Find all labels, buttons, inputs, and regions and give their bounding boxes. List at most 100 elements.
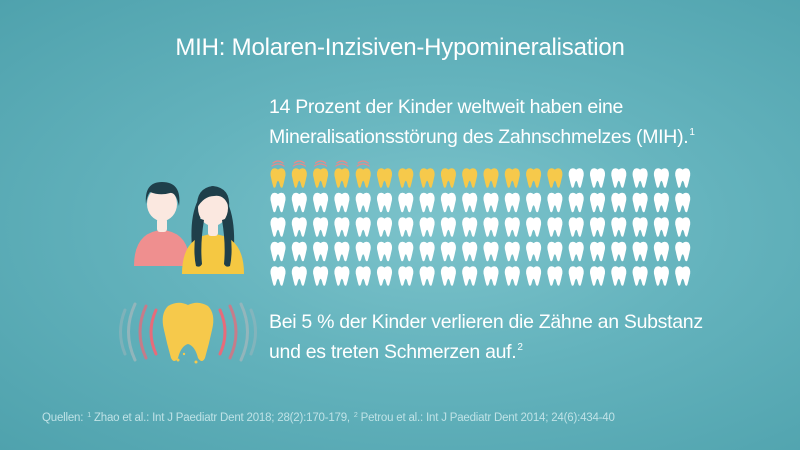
affected-tooth-icon	[483, 168, 499, 188]
healthy-tooth-icon	[334, 241, 350, 262]
healthy-tooth-icon	[526, 241, 542, 262]
healthy-tooth-icon	[653, 168, 669, 188]
healthy-tooth-icon	[547, 266, 563, 286]
healthy-tooth-icon	[675, 266, 691, 286]
healthy-tooth-icon	[589, 266, 606, 286]
affected-tooth-icon	[398, 168, 414, 188]
healthy-tooth-icon	[653, 266, 669, 286]
healthy-tooth-icon	[483, 217, 499, 237]
pain-marks-icon	[292, 160, 306, 167]
pain-marks-icon	[335, 160, 349, 167]
affected-tooth-icon	[291, 168, 307, 188]
healthy-tooth-icon	[270, 241, 286, 262]
girl-icon	[182, 186, 244, 274]
healthy-tooth-icon	[526, 217, 542, 237]
healthy-tooth-icon	[526, 192, 542, 213]
healthy-tooth-icon	[419, 266, 435, 286]
affected-tooth-icon	[270, 168, 286, 188]
healthy-tooth-icon	[504, 192, 520, 213]
healthy-tooth-icon	[462, 192, 478, 213]
affected-tooth-icon	[313, 168, 329, 188]
healthy-tooth-icon	[291, 217, 307, 237]
affected-tooth-icon	[355, 168, 371, 188]
source-ref-2: 2	[353, 412, 358, 419]
source-ref-1: 1	[87, 412, 91, 419]
healthy-tooth-icon	[653, 192, 669, 213]
healthy-tooth-icon	[675, 168, 691, 188]
statistic-mih-prevalence: 14 Prozent der Kinder weltweit haben ein…	[269, 94, 789, 150]
healthy-tooth-icon	[504, 266, 520, 286]
healthy-tooth-icon	[313, 217, 329, 237]
healthy-tooth-icon	[568, 241, 584, 262]
healthy-tooth-icon	[398, 266, 414, 286]
affected-tooth-icon	[334, 168, 350, 188]
healthy-tooth-icon	[440, 192, 456, 213]
healthy-tooth-icon	[589, 168, 606, 188]
healthy-tooth-icon	[589, 192, 606, 213]
healthy-tooth-icon	[419, 241, 435, 262]
affected-tooth-icon	[526, 168, 542, 188]
healthy-tooth-icon	[504, 241, 520, 262]
healthy-tooth-icon	[632, 217, 648, 237]
affected-tooth-icon	[547, 168, 563, 188]
healthy-tooth-icon	[632, 266, 648, 286]
healthy-tooth-icon	[675, 241, 691, 262]
healthy-tooth-icon	[611, 192, 627, 213]
healthy-tooth-icon	[653, 217, 669, 237]
pain-marks-icon	[356, 160, 370, 167]
statistic-pain-line-1: Bei 5 % der Kinder verlieren die Zähne a…	[269, 311, 703, 333]
healthy-tooth-icon	[419, 192, 435, 213]
healthy-tooth-icon	[483, 192, 499, 213]
source-text-2: Petrou et al.: Int J Paediatr Dent 2014;…	[360, 412, 615, 424]
healthy-tooth-icon	[504, 217, 520, 237]
healthy-tooth-icon	[376, 192, 393, 213]
affected-tooth-icon	[504, 168, 520, 188]
healthy-tooth-icon	[398, 241, 414, 262]
healthy-tooth-icon	[483, 241, 499, 262]
healthy-tooth-icon	[462, 241, 478, 262]
sources-footnote: Quellen: 1 Zhao et al.: Int J Paediatr D…	[42, 412, 782, 424]
healthy-tooth-icon	[611, 241, 627, 262]
healthy-tooth-icon	[355, 217, 371, 237]
healthy-tooth-icon	[398, 217, 414, 237]
healthy-tooth-icon	[376, 241, 393, 262]
healthy-tooth-icon	[334, 266, 350, 286]
healthy-tooth-icon	[653, 241, 669, 262]
footnote-ref-1: 1	[689, 127, 695, 138]
affected-tooth-icon	[376, 168, 393, 188]
source-text-1: Zhao et al.: Int J Paediatr Dent 2018; 2…	[93, 412, 350, 424]
affected-tooth-icon	[462, 168, 478, 188]
statistic-mih-line-2-text: Mineralisationsstörung des Zahnschmelzes…	[269, 126, 689, 148]
healthy-tooth-icon	[632, 241, 648, 262]
pain-tooth-icon	[119, 302, 257, 364]
healthy-tooth-icon	[611, 168, 627, 188]
boy-icon	[134, 182, 190, 266]
healthy-tooth-icon	[675, 217, 691, 237]
affected-tooth-icon	[440, 168, 456, 188]
healthy-tooth-icon	[355, 192, 371, 213]
pain-marks-icon	[313, 160, 328, 167]
healthy-tooth-icon	[270, 266, 286, 286]
healthy-tooth-icon	[462, 266, 478, 286]
statistic-mih-line-1: 14 Prozent der Kinder weltweit haben ein…	[269, 96, 624, 118]
healthy-tooth-icon	[611, 217, 627, 237]
healthy-tooth-icon	[440, 217, 456, 237]
healthy-tooth-icon	[440, 241, 456, 262]
healthy-tooth-icon	[376, 217, 393, 237]
healthy-tooth-icon	[334, 192, 350, 213]
healthy-tooth-icon	[313, 241, 329, 262]
statistic-pain-line-2: und es treten Schmerzen auf.2	[269, 335, 789, 365]
page-title: MIH: Molaren-Inzisiven-Hypomineralisatio…	[175, 34, 625, 61]
healthy-tooth-icon	[355, 241, 371, 262]
healthy-tooth-icon	[313, 266, 329, 286]
statistic-mih-line-2: Mineralisationsstörung des Zahnschmelzes…	[269, 120, 789, 150]
healthy-tooth-icon	[568, 217, 584, 237]
healthy-tooth-icon	[675, 192, 691, 213]
healthy-tooth-icon	[568, 266, 584, 286]
footnote-ref-2: 2	[517, 342, 523, 353]
healthy-tooth-icon	[589, 217, 606, 237]
healthy-tooth-icon	[632, 192, 648, 213]
healthy-tooth-icon	[568, 192, 584, 213]
healthy-tooth-icon	[526, 266, 542, 286]
